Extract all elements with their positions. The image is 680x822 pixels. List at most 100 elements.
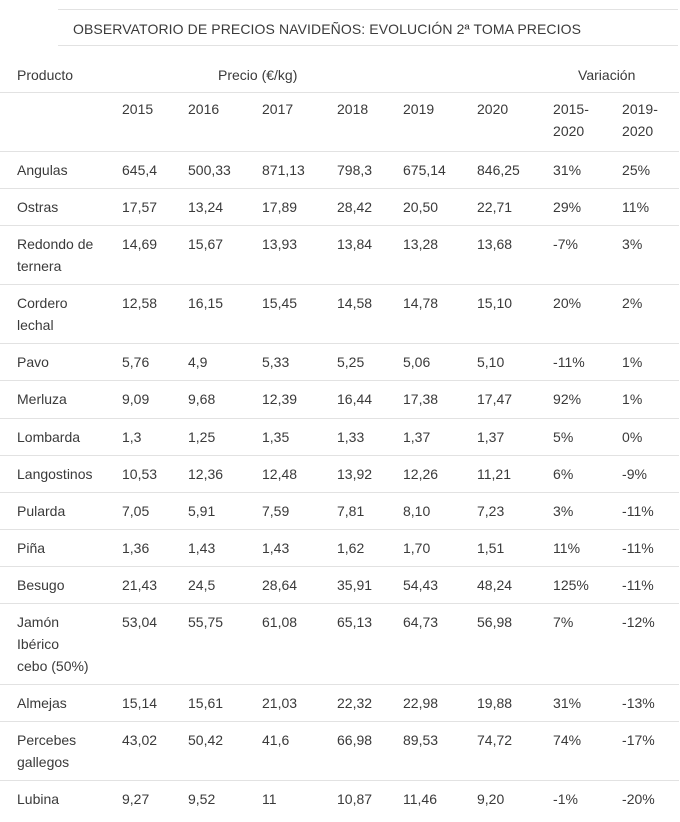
product-name: Redondo de ternera [0, 224, 122, 284]
price-cell: 11,21 [477, 454, 554, 492]
header-var-2015-2020: 2015- 2020 [553, 91, 623, 151]
table-row: Almejas 15,14 15,61 21,03 22,32 22,98 19,88 31%… [0, 683, 680, 721]
price-cell: 1,25 [188, 417, 262, 455]
price-cell: 54,43 [403, 565, 477, 603]
header-var-2019-2020: 2019- 2020 [622, 91, 680, 151]
price-cell: 41,6 [262, 720, 337, 780]
variation-cell: 11% [553, 528, 623, 566]
table-row: Percebes gallegos 43,02 50,42 41,6 66,98 89,53… [0, 720, 680, 780]
variation-cell: -1% [553, 779, 623, 818]
variation-cell: 0% [622, 417, 680, 455]
price-cell: 12,58 [122, 283, 188, 343]
price-cell: 16,15 [188, 283, 262, 343]
price-cell: 5,06 [403, 342, 477, 380]
variation-cell: 3% [622, 224, 680, 284]
variation-cell: -12% [622, 602, 680, 684]
variation-cell: -11% [553, 342, 623, 380]
price-cell: 1,35 [262, 417, 337, 455]
price-cell: 17,57 [122, 187, 188, 225]
product-name-line: Ostras [17, 198, 59, 215]
price-cell: 9,52 [188, 779, 262, 818]
price-cell: 1,70 [403, 528, 477, 566]
table-row: Piña 1,36 1,43 1,43 1,62 1,70 1,51 11% -11% [0, 528, 680, 566]
product-name-line: Pularda [17, 502, 66, 519]
variation-cell: 31% [553, 150, 623, 188]
variation-cell: -20% [622, 779, 680, 818]
product-name-line: lechal [17, 316, 54, 333]
product-name-line: Cordero [17, 294, 68, 311]
price-cell: 20,50 [403, 187, 477, 225]
price-cell: 4,9 [188, 342, 262, 380]
table-row: Merluza 9,09 9,68 12,39 16,44 17,38 17,47 92% 1% [0, 379, 680, 418]
price-cell: 5,91 [188, 491, 262, 529]
price-cell: 89,53 [403, 720, 477, 780]
variation-cell: -9% [622, 454, 680, 492]
variation-cell: 25% [622, 150, 680, 188]
variation-cell: 1% [622, 379, 680, 418]
variation-cell: -11% [622, 528, 680, 566]
table-title-bar: OBSERVATORIO DE PRECIOS NAVIDEÑOS: EVOLU… [58, 9, 678, 46]
variation-cell: 92% [553, 379, 623, 418]
table-row: Cordero lechal 12,58 16,15 15,45 14,58 14,78 15… [0, 283, 680, 343]
price-cell: 675,14 [403, 150, 477, 188]
price-cell: 24,5 [188, 565, 262, 603]
table-row: Pularda 7,05 5,91 7,59 7,81 8,10 7,23 3% -11% [0, 491, 680, 529]
variation-cell: 74% [553, 720, 623, 780]
product-name: Cordero lechal [0, 283, 122, 343]
price-cell: 13,28 [403, 224, 477, 284]
price-cell: 7,59 [262, 491, 337, 529]
product-name-line: Redondo de [17, 235, 94, 252]
product-name-line: ternera [17, 257, 62, 274]
price-cell: 15,61 [188, 683, 262, 721]
price-cell: 13,92 [337, 454, 403, 492]
header-row-2: 2015 2016 2017 2018 2019 2020 2015- 2020… [0, 91, 680, 151]
product-name-line: Lombarda [17, 428, 81, 445]
year-2018: 2018 [337, 91, 403, 151]
variation-cell: 125% [553, 565, 623, 603]
table-row: Redondo de ternera 14,69 15,67 13,93 13,84 13,… [0, 224, 680, 284]
header-var2-line: 2020 [622, 122, 654, 139]
product-name-line: cebo (50%) [17, 657, 89, 674]
variation-cell: -13% [622, 683, 680, 721]
table-row: Angulas 645,4 500,33 871,13 798,3 675,14 846,2… [0, 150, 680, 188]
price-cell: 28,64 [262, 565, 337, 603]
year-2016: 2016 [188, 91, 262, 151]
price-cell: 1,43 [262, 528, 337, 566]
price-cell: 28,42 [337, 187, 403, 225]
price-cell: 13,93 [262, 224, 337, 284]
product-name: Piña [0, 528, 122, 566]
price-cell: 798,3 [337, 150, 403, 188]
price-cell: 12,26 [403, 454, 477, 492]
variation-cell: 29% [553, 187, 623, 225]
variation-cell: -11% [622, 491, 680, 529]
year-2020: 2020 [477, 91, 554, 151]
product-name-line: Percebes [17, 731, 77, 748]
price-cell: 21,43 [122, 565, 188, 603]
product-name-line: Merluza [17, 390, 67, 407]
variation-cell: 6% [553, 454, 623, 492]
variation-cell: 3% [553, 491, 623, 529]
price-cell: 43,02 [122, 720, 188, 780]
price-cell: 9,20 [477, 779, 554, 818]
price-cell: 7,81 [337, 491, 403, 529]
price-cell: 64,73 [403, 602, 477, 684]
price-cell: 13,84 [337, 224, 403, 284]
variation-cell: 20% [553, 283, 623, 343]
price-cell: 14,69 [122, 224, 188, 284]
product-name: Pularda [0, 491, 122, 529]
variation-cell: 31% [553, 683, 623, 721]
product-name-line: Ibérico [17, 635, 60, 652]
price-cell: 14,58 [337, 283, 403, 343]
price-cell: 14,78 [403, 283, 477, 343]
price-cell: 1,36 [122, 528, 188, 566]
variation-cell: -17% [622, 720, 680, 780]
product-name: Angulas [0, 150, 122, 188]
price-cell: 15,14 [122, 683, 188, 721]
price-cell: 19,88 [477, 683, 554, 721]
price-cell: 9,27 [122, 779, 188, 818]
price-cell: 1,43 [188, 528, 262, 566]
table-row: Besugo 21,43 24,5 28,64 35,91 54,43 48,24 125% -… [0, 565, 680, 603]
product-name-line: Piña [17, 539, 46, 556]
price-cell: 9,68 [188, 379, 262, 418]
price-cell: 50,42 [188, 720, 262, 780]
